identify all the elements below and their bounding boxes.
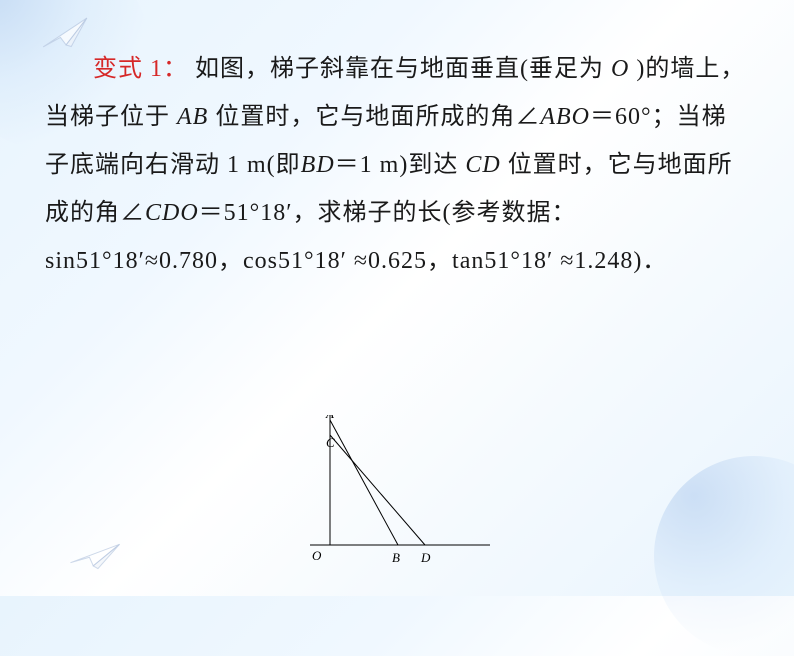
var-ABO: ABO: [540, 104, 590, 130]
svg-text:O: O: [312, 548, 322, 563]
svg-text:D: D: [420, 550, 431, 565]
problem-text: 变式 1： 如图，梯子斜靠在与地面垂直(垂足为 O )的墙上，当梯子位于 AB …: [45, 45, 749, 285]
svg-text:C: C: [326, 435, 335, 450]
geometry-diagram: O A C B D: [290, 415, 510, 575]
svg-text:B: B: [392, 550, 400, 565]
decoration-corner-bottom-right: [654, 456, 794, 656]
var-CD: CD: [465, 152, 500, 178]
text-segment: 位置时，它与地面所成的角∠: [208, 104, 540, 130]
variant-label: 变式 1：: [93, 56, 188, 82]
var-BD: BD: [301, 152, 335, 178]
paper-plane-icon: [68, 533, 122, 575]
text-segment: 如图，梯子斜靠在与地面垂直(垂足为: [188, 56, 611, 82]
var-O: O: [611, 56, 629, 82]
var-CDO: CDO: [145, 200, 199, 226]
var-AB: AB: [177, 104, 208, 130]
text-segment: ＝1 m)到达: [335, 152, 466, 178]
svg-text:A: A: [325, 415, 334, 421]
